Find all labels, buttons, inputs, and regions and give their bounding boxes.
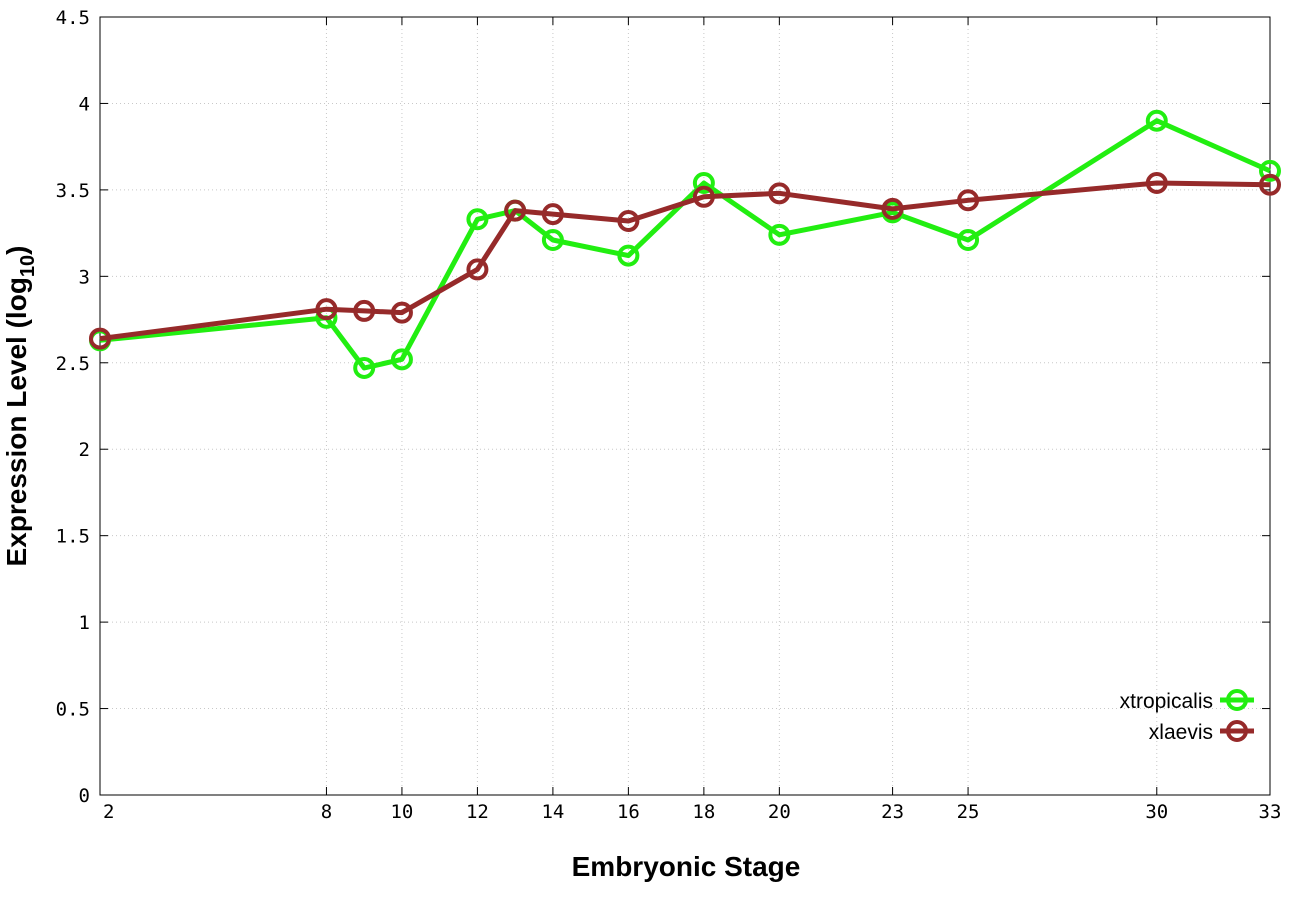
x-axis-title: Embryonic Stage	[572, 851, 801, 882]
y-tick-label: 0	[79, 785, 90, 807]
x-tick-label: 23	[881, 801, 904, 823]
data-point	[957, 229, 980, 252]
data-point	[353, 299, 376, 322]
data-point	[541, 229, 564, 252]
y-tick-label: 3.5	[56, 180, 90, 202]
data-point	[1145, 171, 1168, 194]
series-xtropicalis	[89, 109, 1281, 379]
x-tick-label: 30	[1145, 801, 1168, 823]
y-tick-label: 1	[79, 612, 90, 634]
y-axis-title-main: Expression Level (log	[1, 277, 32, 566]
legend-label: xtropicalis	[1120, 690, 1213, 713]
y-axis-title-subscript: 10	[17, 255, 39, 277]
y-tick-label: 2.5	[56, 353, 90, 375]
x-tick-label: 33	[1259, 801, 1282, 823]
y-axis-title: Expression Level (log10)	[1, 246, 39, 567]
legend-swatch-marker	[1226, 720, 1248, 742]
data-point	[541, 203, 564, 226]
data-point	[957, 189, 980, 212]
series-line	[99, 118, 1272, 371]
x-tick-label: 20	[768, 801, 791, 823]
y-tick-label: 4.5	[56, 7, 90, 29]
data-point	[504, 199, 527, 222]
x-tick-label: 16	[617, 801, 640, 823]
legend: xtropicalis xlaevis	[1120, 689, 1254, 744]
y-axis-title-end: )	[1, 246, 32, 255]
grid	[100, 17, 1270, 795]
data-point	[768, 223, 791, 246]
y-tick-label: 4	[79, 93, 90, 115]
data-point	[692, 185, 715, 208]
x-tick-label: 18	[692, 801, 715, 823]
data-point	[1259, 159, 1281, 182]
data-point	[617, 244, 640, 267]
x-tick-label: 12	[466, 801, 489, 823]
data-point	[315, 298, 338, 321]
data-point	[768, 182, 791, 205]
data-point	[881, 197, 904, 220]
data-point	[1145, 109, 1168, 132]
series-layer	[89, 109, 1281, 379]
data-point	[466, 258, 489, 281]
x-tick-label: 10	[390, 801, 413, 823]
data-point	[353, 356, 376, 379]
y-tick-label: 0.5	[56, 699, 90, 721]
data-point	[1259, 173, 1281, 196]
plot-frame	[99, 16, 1271, 796]
series-line	[99, 180, 1271, 342]
x-tick-label: 25	[957, 801, 980, 823]
data-point	[617, 210, 640, 233]
x-tick-label: 2	[103, 801, 114, 823]
series-xlaevis	[89, 171, 1281, 350]
y-tick-label: 1.5	[56, 526, 90, 548]
axis-ticks: 0 0.5 1 1.5 2 2.5 3 3.5 4 4.5 2 8 10 12 14 16 18 20 23 25 30…	[56, 7, 1282, 823]
data-point	[390, 301, 413, 324]
data-point	[390, 348, 413, 371]
data-point	[466, 208, 489, 231]
legend-label: xlaevis	[1149, 721, 1213, 744]
y-tick-label: 3	[79, 266, 90, 288]
y-tick-label: 2	[79, 439, 90, 461]
x-tick-label: 8	[321, 801, 332, 823]
data-point	[89, 327, 111, 350]
data-point	[692, 171, 715, 194]
legend-swatch-marker	[1226, 689, 1248, 711]
x-tick-label: 14	[541, 801, 564, 823]
